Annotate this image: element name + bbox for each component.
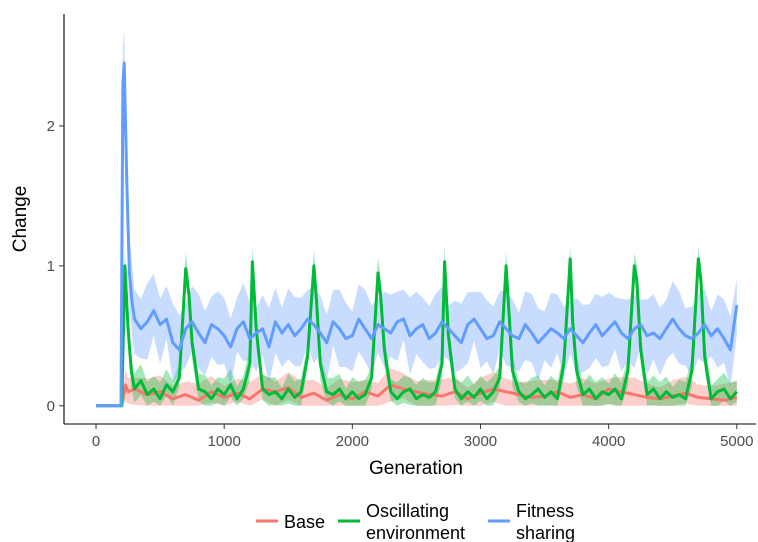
y-tick-label: 0 <box>47 398 55 415</box>
y-axis-title: Change <box>10 186 31 253</box>
legend-label: environment <box>366 523 465 542</box>
series-line-oscillating-environment <box>96 257 738 408</box>
x-tick-label: 1000 <box>207 433 240 450</box>
x-tick-label: 3000 <box>464 433 497 450</box>
legend-item-oscillating-environment: Oscillating environment <box>338 501 465 542</box>
axes <box>63 14 756 425</box>
y-ticks: 0 1 2 <box>47 118 64 415</box>
legend-item-fitness-sharing: Fitness sharing <box>488 501 575 542</box>
x-axis-title: Generation <box>369 458 463 479</box>
y-tick-label: 2 <box>47 118 55 135</box>
legend-label: sharing <box>516 523 575 542</box>
x-tick-label: 4000 <box>592 433 625 450</box>
x-tick-label: 2000 <box>336 433 369 450</box>
series-lines <box>96 61 739 408</box>
legend-label: Base <box>284 512 325 532</box>
x-tick-label: 0 <box>92 433 100 450</box>
legend-label: Fitness <box>516 501 574 521</box>
legend-item-base: Base <box>256 512 325 532</box>
y-tick-label: 1 <box>47 258 55 275</box>
x-ticks: 0 1000 2000 3000 4000 5000 <box>92 424 753 450</box>
x-tick-label: 5000 <box>720 433 753 450</box>
series-line-fitness-sharing <box>96 61 739 408</box>
legend: Base Oscillating environment Fitness sharing <box>256 501 575 542</box>
legend-label: Oscillating <box>366 501 449 521</box>
